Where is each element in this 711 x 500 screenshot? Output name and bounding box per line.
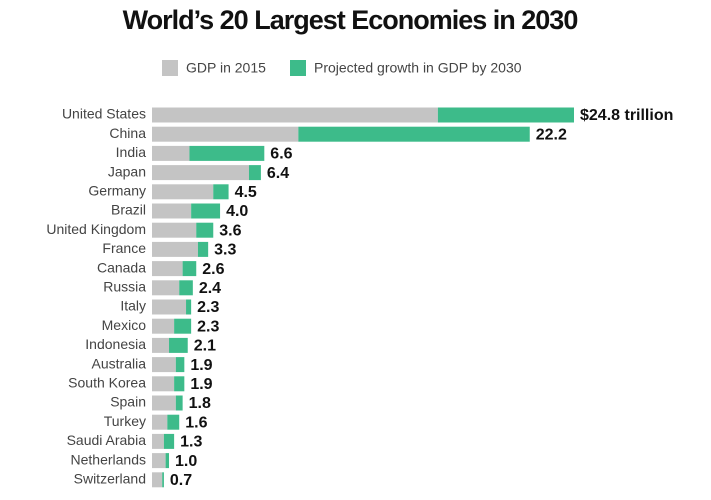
bar-segment — [169, 337, 188, 353]
category-label: Canada — [97, 259, 146, 275]
category-label: United Kingdom — [46, 221, 146, 237]
bar-segment — [186, 299, 192, 315]
category-label: Indonesia — [85, 336, 146, 352]
total-label: 1.0 — [175, 453, 197, 470]
total-label: 2.4 — [199, 280, 221, 297]
bar-segment — [174, 376, 185, 392]
total-label: 1.9 — [190, 357, 212, 374]
legend-label: GDP in 2015 — [186, 60, 266, 76]
category-label: Australia — [92, 355, 147, 371]
category-label: Netherlands — [71, 451, 147, 467]
legend-label: Projected growth in GDP by 2030 — [314, 60, 522, 76]
category-label: South Korea — [68, 375, 146, 391]
legend-swatch — [290, 60, 306, 76]
bar-segment — [152, 414, 168, 430]
bar-segment — [152, 280, 180, 296]
total-label: 2.1 — [194, 338, 216, 355]
bar-segment — [152, 472, 163, 488]
category-label: Italy — [120, 298, 146, 314]
total-label: 1.6 — [185, 414, 207, 431]
category-label: India — [116, 144, 147, 160]
bar-segment — [298, 126, 530, 142]
category-label: United States — [62, 106, 146, 122]
bar-segment — [152, 395, 176, 411]
category-label: Switzerland — [74, 471, 146, 487]
total-label: 3.3 — [214, 242, 236, 259]
category-label: China — [109, 125, 146, 141]
category-label: Saudi Arabia — [67, 432, 147, 448]
bar-segment — [152, 433, 164, 449]
bar-segment — [437, 107, 574, 123]
bar-segment — [196, 222, 214, 238]
bar-segment — [152, 222, 197, 238]
bar-segment — [152, 337, 170, 353]
total-label: 4.5 — [235, 184, 257, 201]
bar-segment — [167, 414, 180, 430]
total-label: 1.3 — [180, 434, 202, 451]
bar-segment — [182, 261, 197, 277]
bar-segment — [152, 357, 176, 373]
category-label: Brazil — [111, 202, 146, 218]
category-label: Mexico — [102, 317, 147, 333]
total-label: 6.6 — [270, 146, 292, 163]
total-label: $24.8 trillion — [580, 107, 673, 124]
category-label: Germany — [88, 183, 146, 199]
bar-segment — [191, 203, 221, 219]
bar-segment — [152, 453, 166, 469]
category-label: Japan — [108, 163, 146, 179]
bar-segment — [174, 318, 192, 334]
bar-segment — [165, 453, 170, 469]
bar-segment — [152, 165, 249, 181]
category-label: Spain — [110, 394, 146, 410]
category-label: Russia — [103, 279, 146, 295]
category-label: France — [102, 240, 146, 256]
bar-segment — [152, 376, 175, 392]
total-label: 2.6 — [202, 261, 224, 278]
total-label: 0.7 — [170, 472, 192, 489]
total-label: 4.0 — [226, 203, 248, 220]
legend-swatch — [162, 60, 178, 76]
bar-segment — [152, 318, 175, 334]
bar-segment — [152, 184, 214, 200]
total-label: 2.3 — [197, 318, 219, 335]
chart-title: World’s 20 Largest Economies in 2030 — [123, 5, 578, 35]
category-label: Turkey — [104, 413, 146, 429]
bar-segment — [152, 107, 438, 123]
bar-segment — [175, 395, 183, 411]
bar-segment — [152, 203, 192, 219]
bar-segment — [175, 357, 185, 373]
bar-segment — [152, 241, 198, 257]
bar-segment — [152, 126, 299, 142]
bar-segment — [179, 280, 193, 296]
total-label: 1.9 — [190, 376, 212, 393]
bar-segment — [162, 472, 164, 488]
total-label: 6.4 — [267, 165, 289, 182]
bar-segment — [163, 433, 175, 449]
bar-segment — [248, 165, 261, 181]
bar-segment — [213, 184, 229, 200]
bar-segment — [152, 261, 183, 277]
bar-segment — [152, 145, 190, 161]
total-label: 1.8 — [189, 395, 211, 412]
bar-segment — [197, 241, 209, 257]
bar-segment — [152, 299, 187, 315]
bar-segment — [189, 145, 265, 161]
total-label: 2.3 — [197, 299, 219, 316]
total-label: 3.6 — [219, 222, 241, 239]
total-label: 22.2 — [536, 126, 567, 143]
